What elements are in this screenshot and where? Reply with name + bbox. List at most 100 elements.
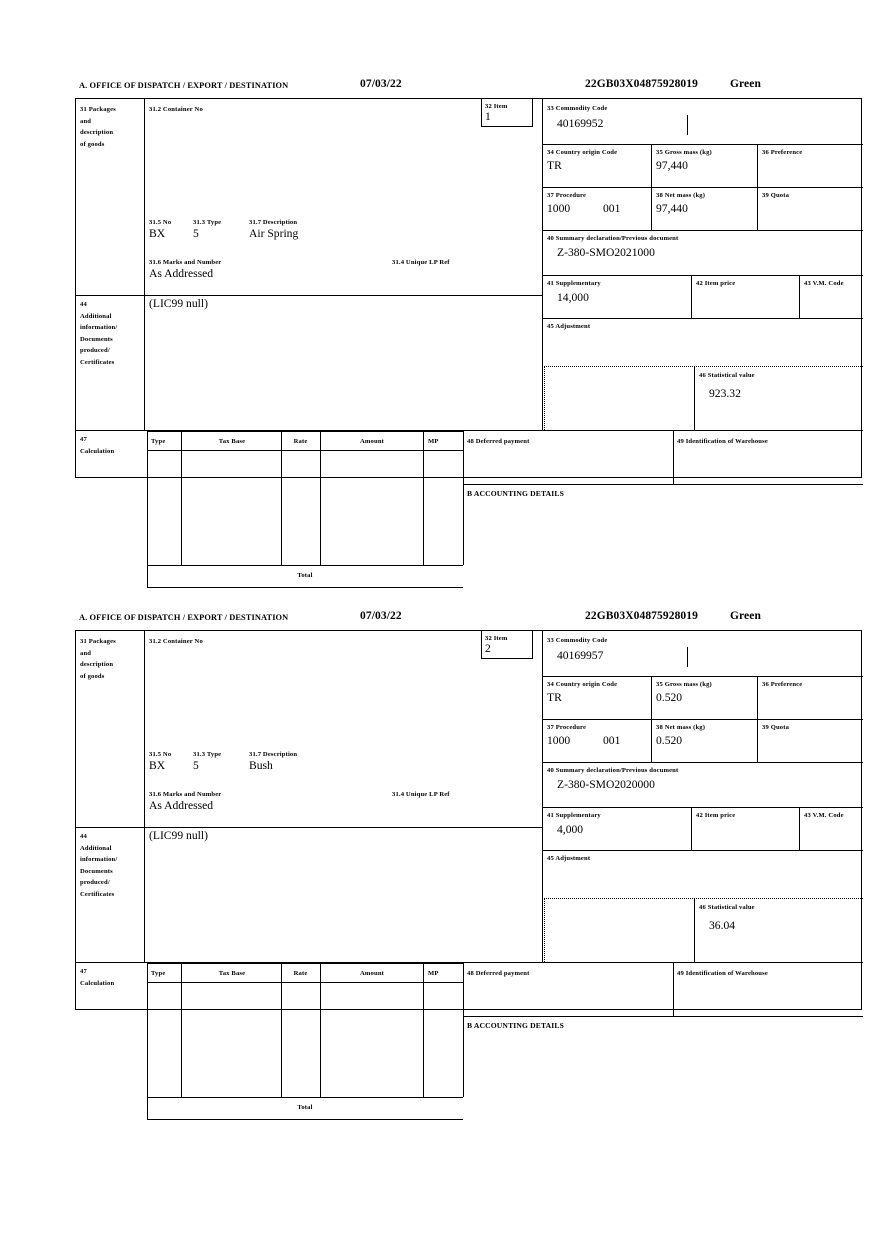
calc-column-type: Type	[151, 438, 166, 445]
box48-deferred-payment-label: 48 Deferred payment	[467, 970, 530, 977]
box45-adjustment-label: 45 Adjustment	[547, 855, 591, 862]
box46-statistical-value: 923.32	[709, 387, 741, 400]
box44-additional-information-value: (LIC99 null)	[149, 829, 208, 842]
route-status: Green	[730, 78, 761, 90]
movement-reference-number: 22GB03X04875928019	[585, 78, 698, 90]
box43-vm-code-label: 43 V.M. Code	[804, 280, 844, 287]
box31-6-marks-label: 31.6 Marks and Number	[149, 791, 222, 798]
divider-box48-bottom	[463, 484, 863, 485]
divider-box33-bottom	[542, 144, 863, 145]
calc-col-amount-right	[423, 963, 424, 1097]
box39-quota-label: 39 Quota	[762, 724, 790, 731]
divider-box31-left	[144, 99, 145, 295]
box42-item-price-label: 42 Item price	[696, 280, 736, 287]
divider-box47-top	[76, 962, 863, 963]
box31-5-no-label: 31.5 No	[149, 219, 172, 226]
box33-commodity-code-label: 33 Commodity Code	[547, 637, 608, 644]
calc-header-bottom	[147, 450, 463, 451]
box44-label: 44 Additional information/ Documents pro…	[80, 301, 118, 366]
divider-box48-right	[673, 963, 674, 1016]
calc-col-type-right	[181, 963, 182, 1097]
box31-3-type-value: 5	[193, 227, 199, 240]
calc-column-mp: MP	[428, 970, 439, 977]
box49-warehouse-label: 49 Identification of Warehouse	[677, 438, 768, 445]
box33-commodity-code-label: 33 Commodity Code	[547, 105, 608, 112]
box31-7-description-value: Air Spring	[249, 227, 299, 240]
calc-body-bottom	[147, 1097, 463, 1098]
box35-gross-mass-label: 35 Gross mass (kg)	[656, 681, 712, 688]
box48-deferred-payment-label: 48 Deferred payment	[467, 438, 530, 445]
divider-box45-dotted-left	[544, 366, 545, 430]
box31-label: 31 Packages and description of goods	[80, 638, 116, 680]
sheet-header-2: A. OFFICE OF DISPATCH / EXPORT / DESTINA…	[75, 610, 862, 630]
divider-box33-bottom	[542, 676, 863, 677]
box40-previous-document-value: Z-380-SMO2020000	[557, 778, 655, 791]
box31-5-no-label: 31.5 No	[149, 751, 172, 758]
box37-procedure-value: 1000	[547, 734, 571, 747]
box31-3-type-label: 31.3 Type	[193, 219, 222, 226]
divider-box31-left	[144, 631, 145, 827]
movement-reference-number: 22GB03X04875928019	[585, 610, 698, 622]
declaration-frame-1: 31 Packages and description of goods 31.…	[75, 98, 863, 588]
divider-box46-left	[694, 898, 695, 962]
divider-box44-left	[144, 295, 145, 430]
divider-box48-bottom	[463, 1016, 863, 1017]
box31-7-description-value: Bush	[249, 759, 273, 772]
office-of-dispatch-label: A. OFFICE OF DISPATCH / EXPORT / DESTINA…	[79, 613, 289, 622]
box31-3-type-value: 5	[193, 759, 199, 772]
declaration-item-sheet-1: A. OFFICE OF DISPATCH / EXPORT / DESTINA…	[75, 78, 863, 588]
calc-total-label: Total	[297, 1104, 313, 1111]
box49-warehouse-label: 49 Identification of Warehouse	[677, 970, 768, 977]
box42-item-price-label: 42 Item price	[696, 812, 736, 819]
divider-box45-dotted-left	[544, 898, 545, 962]
divider-right-column-left	[542, 295, 543, 430]
divider-box34-bottom	[542, 187, 863, 188]
divider-box35-right	[757, 676, 758, 762]
box31-2-container-no-label: 31.2 Container No	[149, 106, 203, 113]
divider-box45-bottom	[542, 898, 863, 899]
divider-box32-right	[542, 99, 543, 295]
calc-col-type-right	[181, 431, 182, 565]
box31-5-no-value: BX	[149, 759, 166, 772]
calc-col-mp-right	[463, 431, 464, 565]
divider-right-column-left	[542, 827, 543, 962]
box32-item-value: 1	[485, 110, 491, 123]
divider-box31-bottom	[76, 295, 542, 296]
box46-statistical-value: 36.04	[709, 919, 736, 932]
box41-supplementary-label: 41 Supplementary	[547, 280, 601, 287]
divider-box41-right	[691, 275, 692, 318]
box31-5-no-value: BX	[149, 227, 166, 240]
box47-label: 47 Calculation	[80, 968, 115, 987]
calc-column-rate: Rate	[293, 438, 308, 445]
box39-quota-label: 39 Quota	[762, 192, 790, 199]
divider-box45-bottom	[542, 366, 863, 367]
box34-country-origin-label: 34 Country origin Code	[547, 149, 618, 156]
divider-box48-right	[673, 431, 674, 484]
box33-subdivider	[687, 115, 688, 135]
box38-net-mass-label: 38 Net mass (kg)	[656, 192, 706, 199]
box35-gross-mass-value: 97,440	[656, 159, 688, 172]
box37-procedure-additional-value: 001	[603, 202, 621, 215]
box37-procedure-additional-value: 001	[603, 734, 621, 747]
divider-box37-bottom	[542, 230, 863, 231]
box31-4-lp-ref-label: 31.4 Unique LP Ref	[392, 791, 450, 798]
calc-col-rate-right	[320, 963, 321, 1097]
box41-supplementary-value: 4,000	[557, 823, 584, 836]
box47-label: 47 Calculation	[80, 436, 115, 455]
box36-preference-label: 36 Preference	[762, 149, 803, 156]
calc-column-mp: MP	[428, 438, 439, 445]
declaration-frame-2: 31 Packages and description of goods 31.…	[75, 630, 863, 1120]
divider-box34-bottom	[542, 719, 863, 720]
calc-left-edge	[147, 963, 148, 1119]
box45-adjustment-label: 45 Adjustment	[547, 323, 591, 330]
calc-total-bottom	[147, 587, 463, 588]
office-of-dispatch-label: A. OFFICE OF DISPATCH / EXPORT / DESTINA…	[79, 81, 289, 90]
box32-item-value: 2	[485, 642, 491, 655]
divider-box35-right	[757, 144, 758, 230]
calc-total-bottom	[147, 1119, 463, 1120]
box32-item-frame: 32 Item 1	[481, 99, 533, 127]
divider-box41-bottom	[542, 850, 863, 851]
box32-item-label: 32 Item	[485, 103, 508, 110]
divider-box41-bottom	[542, 318, 863, 319]
